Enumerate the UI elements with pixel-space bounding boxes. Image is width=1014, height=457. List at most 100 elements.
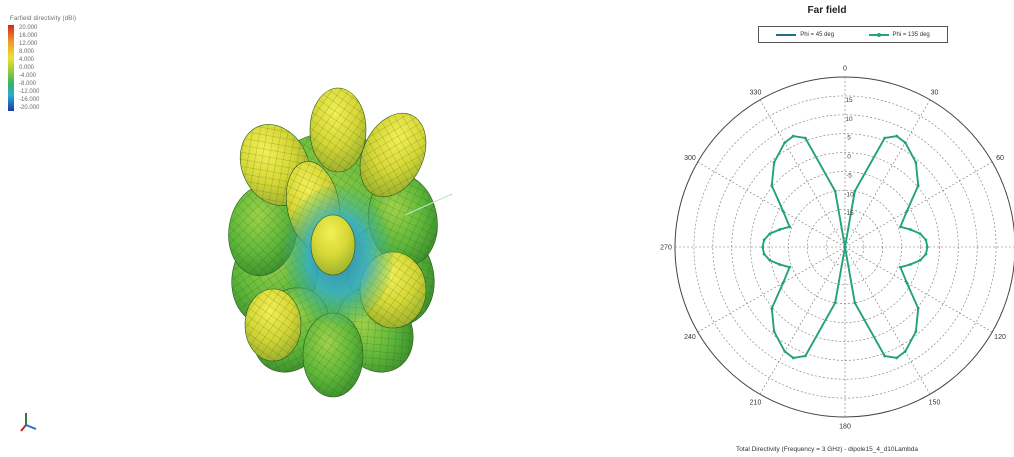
pattern-center-lobe [310, 214, 356, 276]
polar-spoke [844, 161, 993, 248]
angle-tick-label: 270 [660, 245, 672, 252]
series-point [762, 252, 766, 256]
series-point [924, 252, 928, 256]
series-point [898, 265, 902, 269]
polar-spoke [844, 99, 931, 248]
angle-tick-label: 60 [996, 155, 1004, 162]
polar-spoke [697, 161, 846, 248]
angle-tick-label: 180 [839, 424, 851, 431]
polar-ring [750, 152, 940, 342]
series-point [791, 356, 795, 360]
series-point [778, 263, 782, 266]
radial-tick-label: -10 [844, 191, 854, 198]
colorbar-tick: -4.000 [19, 73, 37, 79]
series-point [761, 245, 765, 249]
series-point [772, 161, 776, 164]
polar-ring [693, 95, 997, 399]
series-point [918, 258, 922, 262]
series-point [783, 141, 787, 145]
series-point [778, 228, 782, 231]
polar-labels: 0 30 60 120 150 180 210 240 270 300 330 15 10 5 0 -5 -10… [660, 66, 1006, 431]
angle-tick-label: 300 [684, 155, 696, 162]
series-point [781, 209, 785, 213]
colorbar-tick: -12.000 [19, 89, 40, 95]
pattern-lobe [302, 312, 364, 398]
pattern-lobes [228, 87, 438, 398]
series-point [833, 189, 837, 193]
series-point [903, 141, 907, 145]
radial-tick-label: -15 [844, 210, 854, 217]
colorbar-tick: 0.000 [19, 65, 35, 71]
axis-label: · [450, 192, 452, 199]
chart-footer: Total Directivity (Frequency = 3 GHz) - … [736, 446, 918, 453]
series-point [768, 232, 772, 236]
series-point [924, 238, 928, 242]
colorbar-tick: -8.000 [19, 81, 37, 87]
series-point [916, 307, 920, 310]
series-point [783, 349, 787, 353]
angle-tick-label: 0 [843, 66, 847, 73]
series-point [803, 136, 807, 140]
series-point [905, 209, 909, 213]
legend-label-phi135: Phi = 135 deg [892, 31, 930, 38]
axis-line [404, 193, 453, 216]
series-point [843, 245, 847, 249]
series-point [908, 228, 912, 231]
series-point [853, 189, 857, 193]
legend-entry-phi135: Phi = 135 deg [868, 31, 930, 38]
series-point [895, 356, 899, 360]
radial-tick-label: 5 [847, 135, 851, 142]
series-point [788, 265, 792, 269]
series-point [905, 281, 909, 285]
polar-chart[interactable]: 0 30 60 120 150 180 210 240 270 300 330 15 10 5 0 -5 -10… [640, 0, 1014, 457]
colorbar-tick: 20.000 [19, 25, 38, 31]
colorbar-tick: -16.000 [19, 97, 40, 103]
series-point [772, 330, 776, 333]
polar-grid [674, 76, 1014, 418]
series-point [781, 281, 785, 285]
series-point [768, 258, 772, 262]
far-field-plot-panel: Far field Phi = 45 deg Phi = 135 deg 0 30… [640, 0, 1014, 457]
polar-spoke [759, 99, 846, 248]
colorbar-tick: 12.000 [19, 41, 38, 47]
radial-tick-label: 10 [845, 116, 853, 123]
colorbar-tick: 4.000 [19, 57, 35, 63]
series-point [788, 225, 792, 229]
series-point [803, 354, 807, 358]
series-point [833, 301, 837, 305]
angle-tick-label: 30 [931, 89, 939, 96]
colorbar-tick: 16.000 [19, 33, 38, 39]
series-point [883, 354, 887, 358]
polar-ring [769, 171, 921, 323]
pattern-lobe [228, 184, 298, 276]
colorbar-gradient [8, 25, 14, 111]
pattern-lobe [244, 288, 302, 362]
pattern-lobe [359, 112, 427, 198]
3d-farfield-view[interactable]: Farfield directivity (dBi) 20.000 16.000 1… [0, 0, 520, 457]
series-point [791, 134, 795, 138]
polar-ring [825, 227, 865, 267]
series-point [914, 161, 918, 164]
series-point [770, 184, 774, 187]
series-point [762, 238, 766, 242]
series-point [903, 349, 907, 353]
series-point [918, 232, 922, 236]
colorbar-tick: 8.000 [19, 49, 35, 55]
series-point [770, 307, 774, 310]
series-point [883, 136, 887, 140]
polar-spoke [844, 246, 931, 395]
radial-tick-label: 15 [845, 97, 853, 104]
polar-spoke [697, 246, 846, 333]
polar-series [761, 134, 929, 360]
angle-tick-label: 150 [929, 400, 941, 407]
polar-spoke [759, 246, 846, 395]
radial-tick-label: 0 [847, 154, 851, 161]
3d-radiation-pattern[interactable]: · [0, 0, 520, 457]
series-point [908, 263, 912, 266]
colorbar-legend: Farfield directivity (dBi) 20.000 16.000 1… [8, 16, 76, 111]
series-point [895, 134, 899, 138]
axes-triad-icon [20, 413, 37, 432]
angle-tick-label: 330 [750, 89, 762, 96]
series-point [898, 225, 902, 229]
legend-label-phi45: Phi = 45 deg [800, 31, 835, 38]
